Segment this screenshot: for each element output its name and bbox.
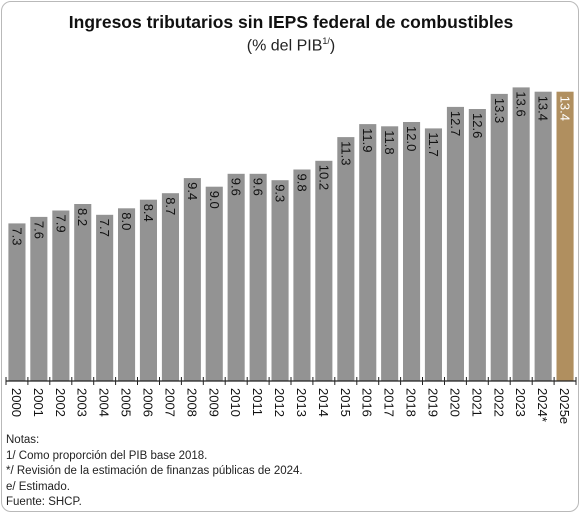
- value-label-2008: 9.4: [185, 182, 200, 200]
- value-label-2001: 7.6: [31, 221, 46, 239]
- note-footnote-revision: */ Revisión de la estimación de finanzas…: [6, 465, 303, 477]
- x-tick-label-2009: 2009: [206, 388, 221, 417]
- x-tick-label-2003: 2003: [75, 388, 90, 417]
- x-tick-label-2018: 2018: [404, 388, 419, 417]
- x-tick-label-2023: 2023: [513, 388, 528, 417]
- x-tick-label-2004: 2004: [97, 388, 112, 417]
- x-tick-label-2011: 2011: [250, 388, 265, 416]
- subtitle-end: ): [329, 37, 336, 55]
- value-label-2004: 7.7: [97, 219, 112, 237]
- subtitle-footnote-mark: 1/: [322, 36, 330, 46]
- value-label-2021: 12.6: [470, 113, 485, 138]
- chart-subtitle: (% del PIB1/): [0, 36, 582, 55]
- value-label-2003: 8.2: [75, 208, 90, 226]
- x-tick-label-2024*: 2024*: [535, 388, 550, 422]
- note-footnote-1: 1/ Como proporción del PIB base 2018.: [6, 449, 208, 462]
- bar-2001: [30, 216, 48, 381]
- x-tick-label-2025e: 2025e: [557, 388, 572, 424]
- x-tick-label-2015: 2015: [338, 388, 353, 417]
- value-label-2016: 11.9: [360, 128, 375, 152]
- bar-2008: [183, 178, 201, 381]
- value-label-2010: 9.6: [229, 178, 244, 196]
- bar-2000: [8, 223, 26, 381]
- value-label-2019: 11.7: [426, 132, 441, 156]
- chart-notes: Notas: 1/ Como proporción del PIB base 2…: [6, 433, 303, 511]
- value-label-2000: 7.3: [10, 227, 25, 245]
- value-label-2020: 12.7: [448, 111, 463, 136]
- bar-2004: [96, 214, 114, 381]
- x-tick-label-2005: 2005: [119, 388, 134, 417]
- value-label-2024*: 13.4: [536, 96, 551, 121]
- bar-2014: [315, 160, 333, 381]
- bar-2009: [205, 186, 223, 381]
- bar-2025e: [556, 91, 574, 381]
- value-label-2013: 9.8: [295, 174, 310, 192]
- x-tick-label-2020: 2020: [447, 388, 462, 417]
- x-tick-label-2021: 2021: [469, 388, 484, 417]
- bar-chart: 7.3 2000 7.6 2001 7.9 2002 8.2 2003 7.7 2004 8.0 20…: [5, 87, 577, 424]
- bar-2003: [74, 204, 92, 381]
- bar-2007: [161, 193, 179, 381]
- bar-2011: [249, 173, 267, 381]
- x-tick-label-2000: 2000: [9, 388, 24, 417]
- value-label-2022: 13.3: [492, 98, 507, 123]
- bar-2006: [139, 199, 157, 381]
- x-tick-label-2013: 2013: [294, 388, 309, 417]
- bar-2020: [446, 106, 464, 382]
- value-label-2002: 7.9: [53, 215, 68, 233]
- bar-2017: [381, 126, 399, 381]
- value-label-2023: 13.6: [514, 91, 529, 116]
- x-tick-label-2014: 2014: [316, 388, 331, 417]
- x-tick-label-2007: 2007: [162, 388, 177, 417]
- x-tick-label-2001: 2001: [31, 388, 46, 417]
- bar-2021: [468, 109, 486, 381]
- subtitle-main: (% del PIB: [246, 37, 323, 55]
- bar-2022: [490, 93, 508, 382]
- value-label-2007: 8.7: [163, 197, 178, 215]
- bar-2016: [359, 124, 377, 381]
- value-label-2025e: 13.4: [558, 96, 573, 121]
- bar-2002: [52, 210, 70, 381]
- value-label-2015: 11.3: [338, 141, 353, 165]
- x-tick-label-2016: 2016: [360, 388, 375, 417]
- x-tick-label-2022: 2022: [491, 388, 506, 417]
- value-label-2011: 9.6: [251, 178, 266, 196]
- x-tick-label-2019: 2019: [426, 388, 441, 417]
- value-label-2009: 9.0: [207, 191, 222, 209]
- bar-2012: [271, 180, 289, 381]
- x-tick-label-2006: 2006: [141, 388, 156, 417]
- bar-2013: [293, 169, 311, 381]
- note-footnote-estimate: e/ Estimado.: [6, 480, 70, 493]
- chart-title: Ingresos tributarios sin IEPS federal de…: [68, 12, 514, 32]
- bar-2024*: [534, 91, 552, 381]
- note-source: Fuente: SHCP.: [6, 496, 82, 508]
- bar-2018: [403, 122, 421, 381]
- value-label-2005: 8.0: [119, 212, 134, 230]
- bar-2010: [227, 173, 245, 381]
- value-label-2014: 10.2: [316, 165, 331, 190]
- bar-2019: [424, 128, 442, 381]
- x-tick-label-2012: 2012: [272, 388, 287, 417]
- x-tick-label-2008: 2008: [184, 388, 199, 417]
- value-label-2018: 12.0: [404, 126, 419, 151]
- bar-2023: [512, 87, 530, 382]
- value-label-2017: 11.8: [382, 130, 397, 154]
- notes-heading: Notas:: [6, 434, 40, 446]
- x-tick-label-2017: 2017: [382, 388, 397, 417]
- value-label-2012: 9.3: [273, 184, 288, 202]
- value-label-2006: 8.4: [141, 204, 156, 222]
- bar-2015: [337, 137, 355, 381]
- x-tick-label-2010: 2010: [228, 388, 243, 417]
- x-tick-label-2002: 2002: [53, 388, 68, 417]
- bar-2005: [118, 208, 136, 381]
